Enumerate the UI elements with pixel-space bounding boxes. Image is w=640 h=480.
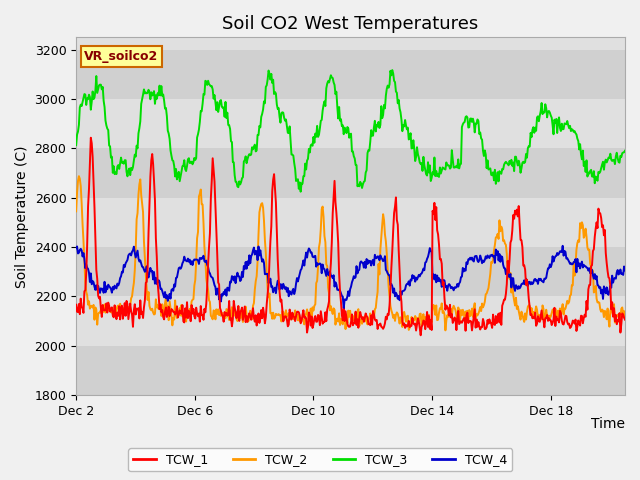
Bar	[76, 247, 625, 297]
Bar	[76, 297, 625, 346]
Y-axis label: Soil Temperature (C): Soil Temperature (C)	[15, 145, 29, 288]
Legend: TCW_1, TCW_2, TCW_3, TCW_4: TCW_1, TCW_2, TCW_3, TCW_4	[128, 448, 512, 471]
Bar	[76, 198, 625, 247]
Bar	[76, 346, 625, 395]
Bar	[76, 99, 625, 148]
Bar	[76, 148, 625, 198]
Bar	[76, 49, 625, 99]
X-axis label: Time: Time	[591, 417, 625, 431]
Text: VR_soilco2: VR_soilco2	[84, 50, 159, 63]
Title: Soil CO2 West Temperatures: Soil CO2 West Temperatures	[223, 15, 479, 33]
